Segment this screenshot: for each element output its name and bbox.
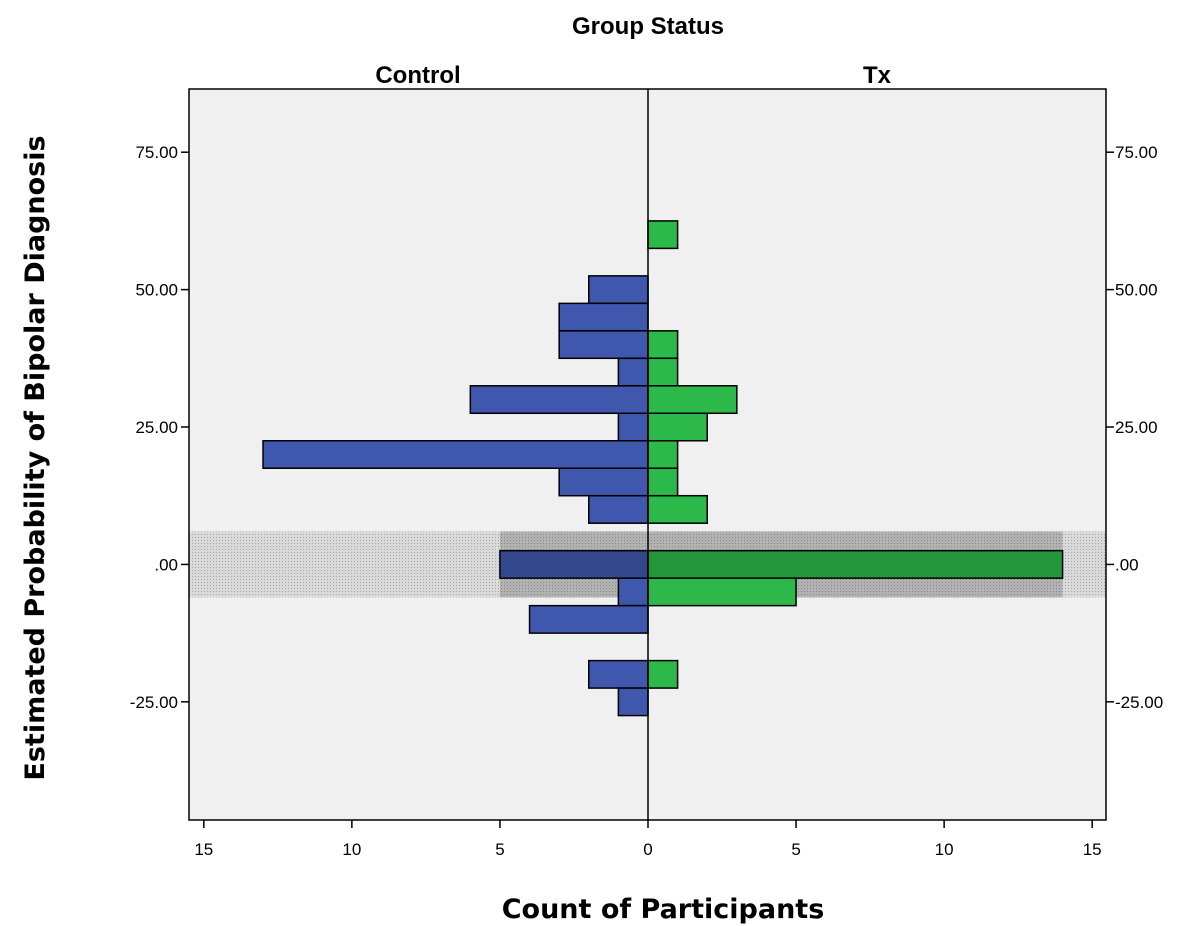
control-bar bbox=[558, 302, 649, 332]
y-tick-label-left: 75.00 bbox=[135, 143, 178, 162]
panel-label-control: Control bbox=[375, 62, 460, 89]
y-tick-label-right: 25.00 bbox=[1115, 418, 1158, 437]
tx-bar bbox=[647, 330, 679, 360]
control-bar bbox=[617, 687, 649, 717]
tx-bar bbox=[647, 659, 679, 689]
y-axis-title: Estimated Probability of Bipolar Diagnos… bbox=[20, 135, 51, 780]
control-bar bbox=[588, 275, 649, 305]
y-tick-label-right: .00 bbox=[1115, 555, 1139, 574]
control-bar bbox=[588, 494, 649, 524]
control-bar bbox=[469, 385, 649, 415]
tx-bar bbox=[647, 220, 679, 250]
control-bar bbox=[617, 577, 649, 607]
y-tick-label-left: 50.00 bbox=[135, 281, 178, 300]
x-tick-label: 10 bbox=[935, 840, 954, 859]
control-bar bbox=[528, 604, 649, 634]
control-bar bbox=[558, 467, 649, 497]
y-tick-label-right: 50.00 bbox=[1115, 281, 1158, 300]
tx-bar bbox=[647, 385, 738, 415]
control-bar bbox=[499, 549, 649, 579]
tx-bar bbox=[647, 577, 797, 607]
y-tick-label-right: -25.00 bbox=[1115, 693, 1163, 712]
y-tick-label-left: -25.00 bbox=[130, 693, 178, 712]
control-bar bbox=[617, 357, 649, 387]
y-tick-label-left: .00 bbox=[154, 555, 178, 574]
control-bar bbox=[588, 659, 649, 689]
tx-bar bbox=[647, 467, 679, 497]
control-bar bbox=[262, 440, 649, 469]
y-tick-label-left: 25.00 bbox=[135, 418, 178, 437]
panel-label-tx: Tx bbox=[863, 62, 892, 89]
control-bar bbox=[558, 330, 649, 360]
x-tick-label: 15 bbox=[194, 840, 213, 859]
tx-bar bbox=[647, 412, 708, 442]
x-axis-title: Count of Participants bbox=[502, 894, 825, 925]
x-tick-label: 5 bbox=[495, 840, 504, 859]
x-tick-label: 0 bbox=[643, 840, 652, 859]
control-bar bbox=[617, 412, 649, 442]
tx-bar bbox=[647, 494, 708, 524]
chart-title: Group Status bbox=[572, 13, 724, 40]
tx-bar bbox=[647, 357, 679, 387]
y-tick-label-right: 75.00 bbox=[1115, 143, 1158, 162]
x-tick-label: 5 bbox=[791, 840, 800, 859]
tx-bar bbox=[647, 440, 679, 469]
x-tick-label: 15 bbox=[1083, 840, 1102, 859]
x-tick-label: 10 bbox=[342, 840, 361, 859]
